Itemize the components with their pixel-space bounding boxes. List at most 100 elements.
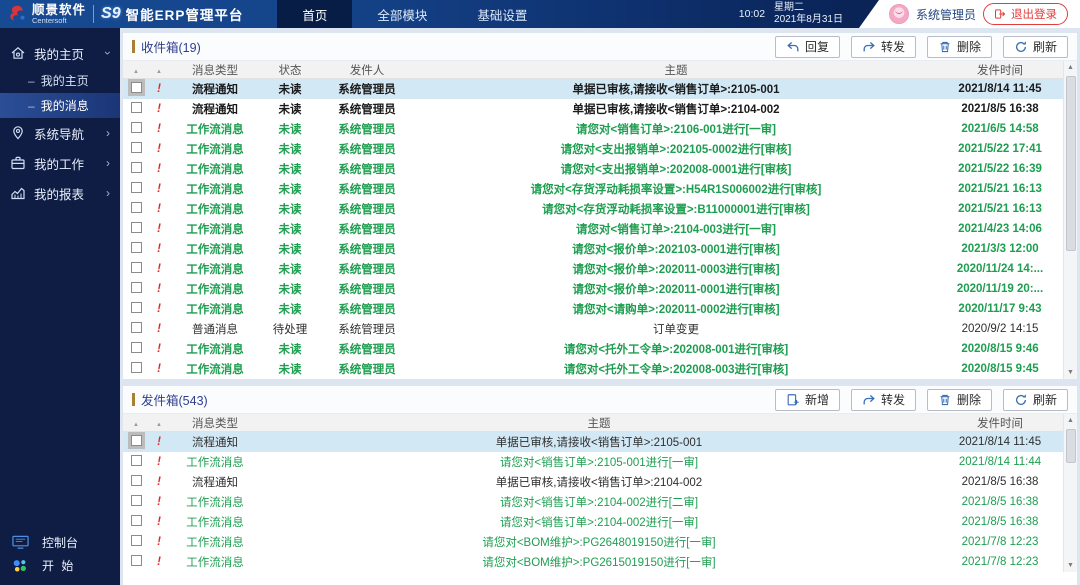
row-checkbox[interactable] [130, 202, 142, 213]
cell-time[interactable]: 2021/5/21 16:13 [958, 183, 1042, 195]
cell-subject[interactable]: 请您对<报价单>:202011-0001进行[审核] [572, 284, 780, 296]
column-header-time[interactable]: 发件时间 [977, 64, 1023, 77]
message-row[interactable]: ! 工作流消息 请您对<BOM维护>:PG2648019150进行[一审] 2021/… [123, 532, 1063, 552]
row-checkbox[interactable] [130, 282, 142, 293]
message-row[interactable]: ! 工作流消息 未读 系统管理员 请您对<报价单>:202103-0001进行[审核] 2… [123, 239, 1063, 259]
cell-time[interactable]: 2021/5/22 16:39 [958, 163, 1042, 175]
row-checkbox[interactable] [130, 182, 142, 193]
cell-type[interactable]: 工作流消息 [186, 224, 244, 236]
message-row[interactable]: ! 流程通知 未读 系统管理员 单据已审核,请接收<销售订单>:2105-001 2021… [123, 79, 1063, 99]
sidebar-item-my-home[interactable]: 我的主页 › [0, 38, 120, 68]
cell-type[interactable]: 工作流消息 [186, 264, 244, 276]
scroll-thumb[interactable] [1066, 429, 1076, 463]
row-checkbox[interactable] [130, 495, 142, 506]
column-header-type[interactable]: 消息类型 [192, 417, 238, 430]
cell-time[interactable]: 2021/8/5 16:38 [961, 476, 1039, 488]
cell-time[interactable]: 2021/7/8 12:23 [961, 556, 1039, 568]
scroll-down-icon[interactable]: ▼ [1067, 369, 1074, 376]
cell-type[interactable]: 工作流消息 [186, 557, 244, 569]
sort-caret-icon[interactable]: ▲ [133, 68, 139, 75]
cell-sender[interactable]: 系统管理员 [338, 284, 396, 296]
cell-subject[interactable]: 单据已审核,请接收<销售订单>:2105-001 [572, 84, 780, 96]
cell-subject[interactable]: 请您对<支出报销单>:202105-0002进行[审核] [560, 144, 792, 156]
row-checkbox[interactable] [130, 342, 142, 353]
message-row[interactable]: ! 工作流消息 请您对<销售订单>:2104-002进行[二审] 2021/8/5 1… [123, 492, 1063, 512]
scroll-thumb[interactable] [1066, 76, 1076, 251]
cell-type[interactable]: 工作流消息 [186, 304, 244, 316]
cell-status[interactable]: 未读 [278, 284, 302, 296]
row-checkbox[interactable] [130, 475, 142, 486]
message-row[interactable]: ! 工作流消息 未读 系统管理员 请您对<销售订单>:2104-003进行[一审] 202… [123, 219, 1063, 239]
message-row[interactable]: ! 工作流消息 未读 系统管理员 请您对<请购单>:202011-0002进行[审核] 2… [123, 299, 1063, 319]
scroll-up-icon[interactable]: ▲ [1067, 64, 1074, 71]
cell-subject[interactable]: 请您对<销售订单>:2104-003进行[一审] [575, 224, 777, 236]
cell-type[interactable]: 流程通知 [192, 84, 238, 96]
cell-status[interactable]: 未读 [278, 144, 302, 156]
cell-status[interactable]: 未读 [278, 84, 302, 96]
cell-time[interactable]: 2021/7/8 12:23 [961, 536, 1039, 548]
cell-time[interactable]: 2021/8/14 11:45 [958, 436, 1042, 448]
tab-basic-settings[interactable]: 基础设置 [477, 8, 528, 23]
message-row[interactable]: ! 工作流消息 请您对<销售订单>:2104-002进行[一审] 2021/8/5 1… [123, 512, 1063, 532]
message-row[interactable]: ! 工作流消息 未读 系统管理员 请您对<报价单>:202011-0003进行[审核] 2… [123, 259, 1063, 279]
cell-time[interactable]: 2020/11/17 9:43 [958, 303, 1042, 315]
cell-time[interactable]: 2020/11/24 14:... [956, 263, 1044, 275]
cell-type[interactable]: 工作流消息 [186, 537, 244, 549]
cell-subject[interactable]: 单据已审核,请接收<销售订单>:2105-001 [495, 437, 703, 449]
cell-time[interactable]: 2020/8/15 9:46 [961, 343, 1039, 355]
column-header-subject[interactable]: 主题 [587, 417, 611, 430]
cell-type[interactable]: 工作流消息 [186, 144, 244, 156]
console-button[interactable]: 控制台 [0, 531, 120, 554]
row-checkbox[interactable] [130, 535, 142, 546]
cell-sender[interactable]: 系统管理员 [338, 364, 396, 376]
cell-type[interactable]: 工作流消息 [186, 164, 244, 176]
message-row[interactable]: ! 工作流消息 请您对<BOM维护>:PG2615019150进行[一审] 2021/… [123, 552, 1063, 572]
cell-time[interactable]: 2021/3/3 12:00 [961, 243, 1039, 255]
row-checkbox[interactable] [127, 432, 145, 449]
cell-status[interactable]: 未读 [278, 264, 302, 276]
message-row[interactable]: ! 工作流消息 未读 系统管理员 请您对<存货浮动耗损率设置>:B11000001进行[… [123, 199, 1063, 219]
message-row[interactable]: ! 流程通知 单据已审核,请接收<销售订单>:2104-002 2021/8/5 16… [123, 472, 1063, 492]
cell-time[interactable]: 2021/8/5 16:38 [961, 496, 1039, 508]
cell-time[interactable]: 2020/9/2 14:15 [961, 323, 1039, 335]
cell-type[interactable]: 工作流消息 [186, 364, 244, 376]
cell-time[interactable]: 2020/8/15 9:45 [961, 363, 1039, 375]
message-row[interactable]: ! 工作流消息 未读 系统管理员 请您对<支出报销单>:202105-0002进行[审核… [123, 139, 1063, 159]
row-checkbox[interactable] [130, 555, 142, 566]
cell-subject[interactable]: 请您对<支出报销单>:202008-0001进行[审核] [560, 164, 792, 176]
column-header-type[interactable]: 消息类型 [192, 64, 238, 77]
cell-time[interactable]: 2021/8/14 11:44 [958, 456, 1042, 468]
message-row[interactable]: ! 工作流消息 请您对<销售订单>:2105-001进行[一审] 2021/8/14 … [123, 452, 1063, 472]
cell-status[interactable]: 未读 [278, 224, 302, 236]
cell-sender[interactable]: 系统管理员 [338, 104, 396, 116]
message-row[interactable]: ! 流程通知 未读 系统管理员 单据已审核,请接收<销售订单>:2104-002 2021… [123, 99, 1063, 119]
cell-status[interactable]: 待处理 [272, 324, 308, 336]
scroll-down-icon[interactable]: ▼ [1067, 562, 1074, 569]
cell-subject[interactable]: 单据已审核,请接收<销售订单>:2104-002 [495, 477, 703, 489]
cell-time[interactable]: 2021/5/22 17:41 [958, 143, 1042, 155]
message-row[interactable]: ! 普通消息 待处理 系统管理员 订单变更 2020/9/2 14:15 [123, 319, 1063, 339]
cell-subject[interactable]: 单据已审核,请接收<销售订单>:2104-002 [572, 104, 780, 116]
cell-status[interactable]: 未读 [278, 244, 302, 256]
sort-caret-icon[interactable]: ▲ [156, 68, 162, 75]
cell-subject[interactable]: 请您对<销售订单>:2104-002进行[二审] [499, 497, 699, 509]
cell-type[interactable]: 流程通知 [192, 104, 238, 116]
column-header-status[interactable]: 状态 [278, 64, 302, 77]
message-row[interactable]: ! 工作流消息 未读 系统管理员 请您对<托外工令单>:202008-001进行[审核]… [123, 339, 1063, 359]
tab-home[interactable]: 首页 [277, 0, 353, 28]
forward-button[interactable]: 转发 [850, 35, 916, 58]
cell-time[interactable]: 2021/6/5 14:58 [961, 123, 1039, 135]
row-checkbox[interactable] [130, 262, 142, 273]
cell-status[interactable]: 未读 [278, 344, 302, 356]
cell-status[interactable]: 未读 [278, 164, 302, 176]
message-row[interactable]: ! 工作流消息 未读 系统管理员 请您对<支出报销单>:202008-0001进行[审核… [123, 159, 1063, 179]
cell-status[interactable]: 未读 [278, 104, 302, 116]
row-checkbox[interactable] [130, 322, 142, 333]
cell-status[interactable]: 未读 [278, 364, 302, 376]
column-header-time[interactable]: 发件时间 [977, 417, 1023, 430]
scroll-up-icon[interactable]: ▲ [1067, 417, 1074, 424]
sidebar-subitem-my-messages[interactable]: 我的消息 [0, 93, 120, 118]
cell-type[interactable]: 工作流消息 [186, 344, 244, 356]
delete-button[interactable]: 删除 [926, 388, 992, 411]
cell-type[interactable]: 工作流消息 [186, 457, 244, 469]
